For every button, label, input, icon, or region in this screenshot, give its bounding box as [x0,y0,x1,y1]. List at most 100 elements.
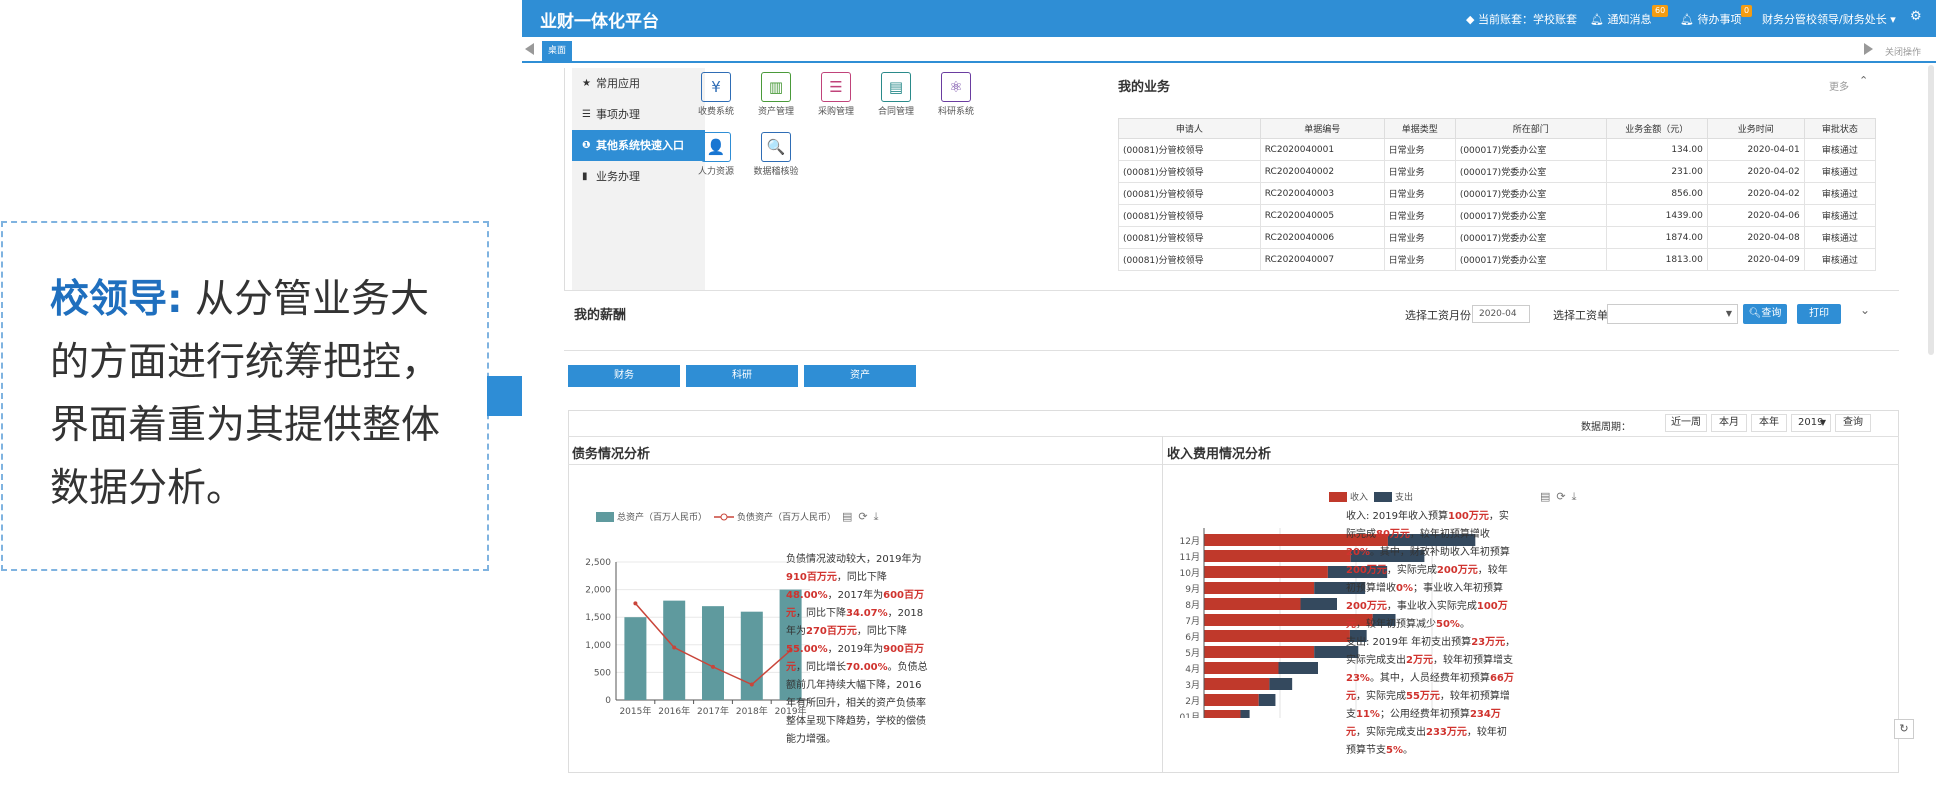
legend-line-swatch [714,513,734,521]
table-row[interactable]: (00081)分管校领导 RC2020040005 日常业务 (000017)党委办公… [1118,204,1877,227]
tab-bar [522,37,1936,63]
user-menu[interactable]: 财务分管校领导/财务处长 ▾ [1762,13,1896,26]
expense-bar [1269,678,1293,690]
salary-sheet-select[interactable]: ▼ [1607,304,1738,324]
period-week-button[interactable]: 近一周 [1665,414,1707,432]
column-header: 所在部门 [1454,118,1607,139]
y-tick-label: 2,500 [585,558,611,568]
restore-icon[interactable]: ⟳ [1556,490,1572,503]
legend-expense-label: 支出 [1395,493,1414,503]
account-selector[interactable]: ◆ 当前账套：学校账套 [1466,13,1577,26]
period-query-button[interactable]: 查询 [1835,414,1871,432]
analysis-fragment: ，实际完成支出 [1356,727,1426,738]
table-row[interactable]: (00081)分管校领导 RC2020040001 日常业务 (000017)党委办公… [1118,138,1877,161]
x-tick-label: 2019年 [775,705,807,717]
business-title: 我的业务 [1118,80,1171,95]
table-cell: 2020-04-02 [1706,160,1805,183]
y-tick-label: 5月 [1185,648,1200,659]
app-shortcut-3[interactable]: ▤ 合同管理 [866,64,926,124]
table-cell: 审核通过 [1803,160,1877,183]
table-cell: 2020-04-06 [1706,204,1805,227]
chart-toolbox[interactable]: ▤⟳⤓ [1540,490,1583,504]
table-row[interactable]: (00081)分管校领导 RC2020040006 日常业务 (000017)党委办公… [1118,226,1877,249]
analysis-fragment: 5% [1386,745,1403,756]
scroll-right-icon[interactable] [1864,43,1873,55]
table-row[interactable]: (00081)分管校领导 RC2020040002 日常业务 (000017)党委办公… [1118,160,1877,183]
salary-print-button[interactable]: 打印 [1797,304,1841,324]
notice-count-badge: 60 [1652,5,1669,17]
expense-bar [1372,614,1396,626]
tab-desktop[interactable]: 桌面 [542,41,572,61]
chart-toolbox[interactable]: ▤⟳⤓ [842,510,885,524]
app-shortcut-6[interactable]: 🔍 数据稽核验 [746,124,806,184]
gear-icon[interactable]: ⚙ [1910,9,1922,24]
table-row[interactable]: (00081)分管校领导 RC2020040003 日常业务 (000017)党委办公… [1118,182,1877,205]
menu-item-2[interactable]: ❶ 其他系统快速入口 [572,130,705,161]
menu-item-label: 事项办理 [596,108,640,121]
menu-item-0[interactable]: ★ 常用应用 [572,68,705,99]
close-ops-menu[interactable]: 关闭操作 [1885,48,1922,58]
analysis-fragment: 200万元 [1346,565,1387,576]
legend-income-label: 收入 [1350,493,1369,503]
period-month-button[interactable]: 本月 [1711,414,1747,432]
salary-month-input[interactable]: 2020-04 [1472,305,1530,323]
app-shortcut-2[interactable]: ☰ 采购管理 [806,64,866,124]
analysis-fragment: 600百万元 [786,590,924,619]
callout-box [1,221,489,571]
scrollbar[interactable] [1928,65,1934,355]
download-icon[interactable]: ⤓ [873,510,885,523]
analysis-fragment: ；事业收入年初预算 [1412,583,1503,594]
analysis-fragment: ，实际完成支出 [1346,637,1516,666]
app-shortcut-4[interactable]: ⚛ 科研系统 [926,64,986,124]
tab-research[interactable]: 科研 [686,365,798,387]
data-view-icon[interactable]: ▤ [842,510,859,523]
menu-item-1[interactable]: ☰ 事项办理 [572,99,705,130]
analysis-fragment: 20% [1346,547,1370,558]
download-icon[interactable]: ⤓ [1571,490,1583,503]
app-shortcut-1[interactable]: ▥ 资产管理 [746,64,806,124]
analysis-fragment: ，较年初预算增收 [1346,565,1508,594]
restore-icon[interactable]: ⟳ [858,510,874,523]
analysis-fragment: 支出: 2019年 年初支出预算 [1346,637,1472,648]
analysis-fragment: ，同比增长 [796,662,846,673]
info-icon: ❶ [582,140,591,151]
table-cell: (000017)党委办公室 [1454,248,1607,271]
expense-bar [1387,534,1476,546]
column-header: 单据编号 [1259,118,1385,139]
table-cell: 审核通过 [1803,226,1877,249]
tab-finance[interactable]: 财务 [568,365,680,387]
y-tick-label: 8月 [1185,600,1200,611]
y-tick-label: 7月 [1185,616,1200,627]
more-link[interactable]: 更多 [1829,82,1849,93]
analysis-fragment: 。其中，财政补助收入年初预算 [1369,547,1510,558]
table-row[interactable]: (00081)分管校领导 RC2020040007 日常业务 (000017)党委办公… [1118,248,1877,271]
expense-bar [1240,710,1250,718]
y-tick-label: 10月 [1180,568,1200,579]
chevron-down-icon[interactable]: ⌄ [1860,303,1871,317]
income-bar [1204,678,1270,690]
menu-item-label: 业务办理 [596,170,640,183]
refresh-icon[interactable]: ↻ [1894,719,1914,739]
period-year-button[interactable]: 本年 [1751,414,1787,432]
menu-item-3[interactable]: ▮ 业务办理 [572,161,705,192]
divider [568,436,1899,437]
notice-link[interactable]: 🔔︎ 通知消息 [1590,13,1652,26]
chevron-up-icon[interactable]: ⌃ [1859,74,1869,87]
analysis-fragment: ，同比下降 [836,572,887,583]
app-1-icon: ▥ [761,72,791,102]
scroll-left-icon[interactable] [525,43,534,55]
salary-query-button[interactable]: 🔍︎查询 [1743,304,1787,324]
year-select[interactable]: 2019 ▼ [1791,414,1831,432]
analysis-fragment: 。其中，人员经费年初预算 [1369,673,1490,684]
tab-assets[interactable]: 资产 [804,365,916,387]
app-label: 收费系统 [697,107,734,117]
salary-title: 我的薪酬 [574,308,627,323]
data-view-icon[interactable]: ▤ [1540,490,1557,503]
app-shortcut-5[interactable]: 👤 人力资源 [686,124,746,184]
analysis-fragment: ，较年初预算节支 [1346,727,1507,756]
table-cell: 1874.00 [1605,226,1708,249]
app-shortcut-0[interactable]: ¥ 收费系统 [686,64,746,124]
todo-link[interactable]: 🔔︎ 待办事项 [1680,13,1742,26]
app-label: 科研系统 [937,107,974,117]
table-cell: 2020-04-02 [1706,182,1805,205]
